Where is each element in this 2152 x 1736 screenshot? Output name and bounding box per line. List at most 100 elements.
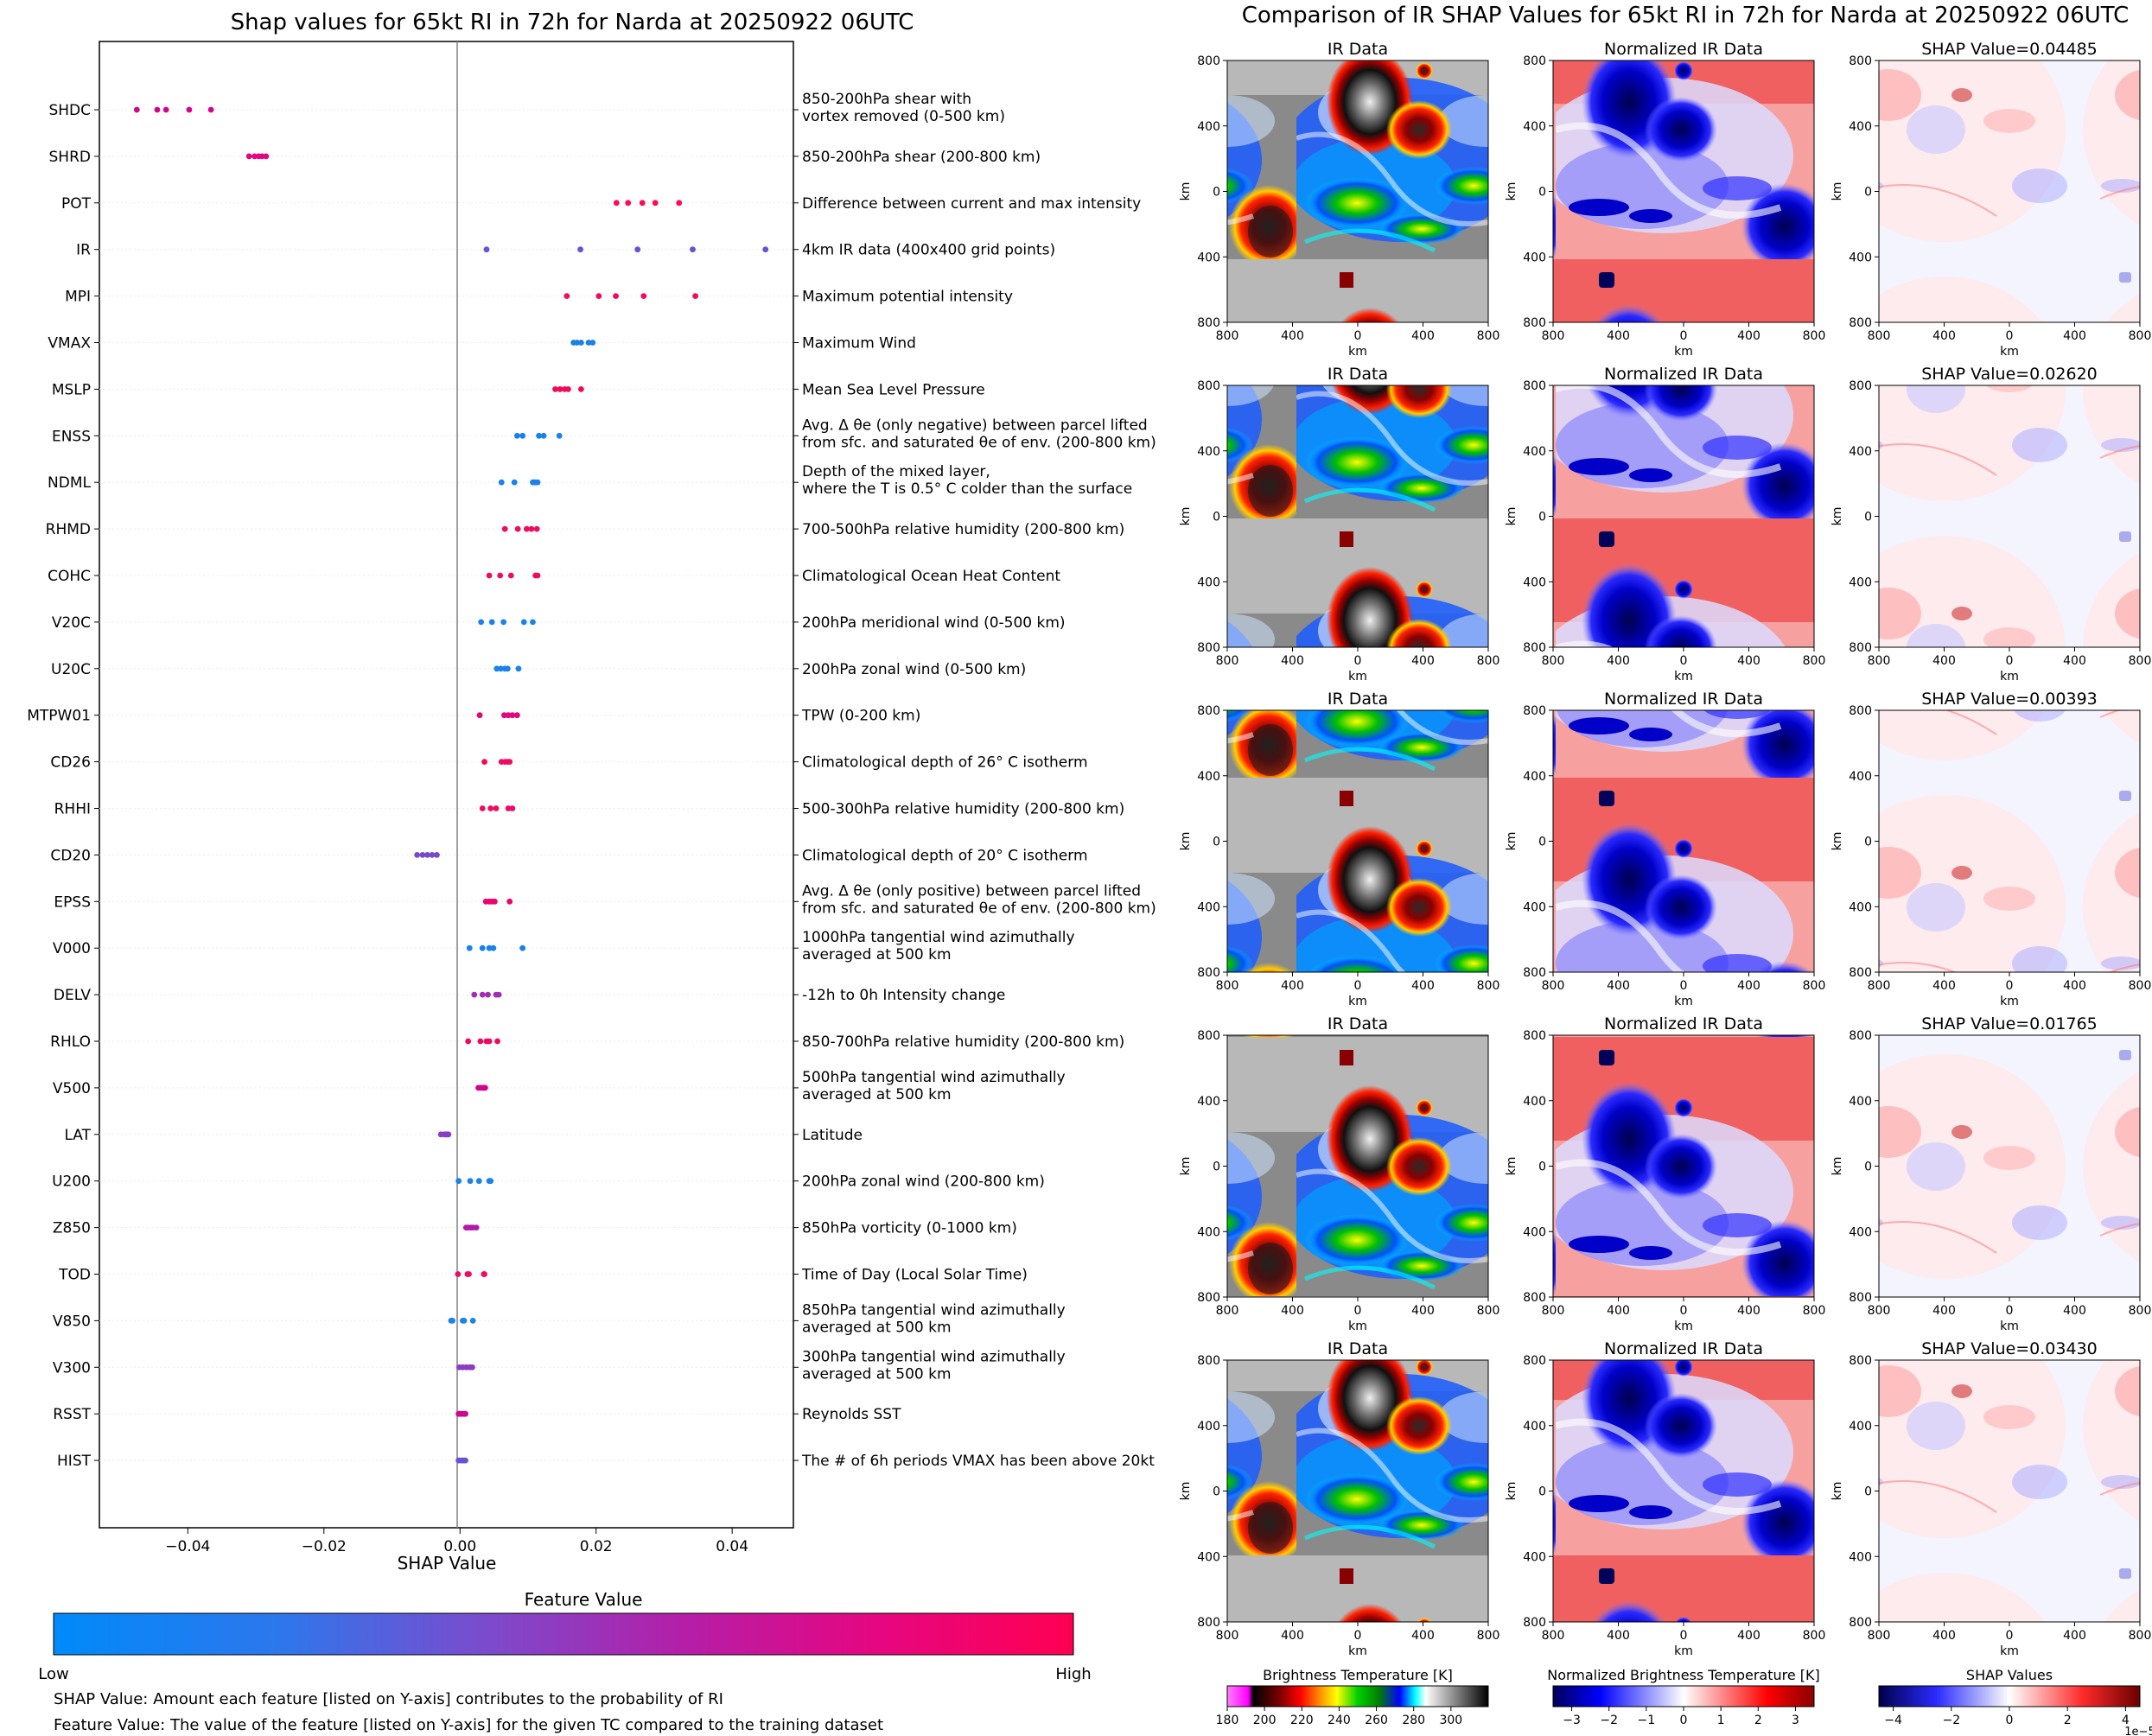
feature-value-colorbar (53, 1612, 1074, 1656)
panel-y-tick-label: 0 (1864, 186, 1872, 200)
panel-y-tick-label: 800 (1197, 316, 1220, 330)
panel-x-tick-label: 400 (1737, 1304, 1760, 1318)
panel-x-tick-label: 0 (2006, 1304, 2014, 1318)
shap-point (263, 153, 270, 160)
panel-title: IR Data (1327, 1339, 1388, 1358)
panel-title: Normalized IR Data (1604, 1014, 1763, 1033)
panel-title: SHAP Value=0.03430 (1921, 1339, 2098, 1358)
panel-y-tick-label: 400 (1849, 770, 1872, 784)
x-axis: −0.04 −0.02 0.00 0.02 0.04 (165, 1528, 748, 1555)
feature-description: averaged at 500 km (802, 946, 952, 963)
right-chart-title: Comparison of IR SHAP Values for 65kt RI… (1242, 3, 2130, 29)
shap-point (487, 1178, 494, 1185)
feature-description: Difference between current and max inten… (802, 195, 1141, 213)
panel-x-tick-label: 400 (1737, 329, 1760, 343)
colorbar-tick-label: 200 (1253, 1714, 1277, 1727)
panel-x-tick-label: 400 (1932, 979, 1956, 993)
panel-image (1879, 60, 2140, 322)
shap-point (434, 852, 440, 858)
panel-x-tick-label: 800 (1216, 654, 1239, 668)
panel-y-tick-label: 400 (1849, 1550, 1872, 1564)
panel-y-tick-label: 400 (1523, 1420, 1546, 1434)
panel-title: IR Data (1327, 365, 1388, 384)
right-colorbar: Normalized Brightness Temperature [K] −3 −… (1547, 1667, 1820, 1727)
feature-description: Maximum Wind (802, 335, 916, 353)
shap-point (479, 944, 486, 951)
colorbar-strip (1226, 1685, 1489, 1707)
feature-name: ENSS (52, 428, 91, 445)
panel-x-tick-label: 800 (1868, 654, 1891, 668)
panel-x-tick-label: 800 (1477, 654, 1500, 668)
panel-x-tick-label: 400 (1281, 979, 1304, 993)
panel-x-tick-label: 400 (1281, 329, 1304, 343)
panel-x-tick-label: 0 (2006, 1629, 2014, 1643)
panel-x-tick-label: 0 (1354, 1629, 1362, 1643)
colorbar-tick-label: 240 (1327, 1714, 1351, 1727)
feature-description: Depth of the mixed layer, (802, 463, 990, 480)
panel-y-tick-label: 800 (1849, 641, 1872, 655)
ir-panel: Normalized IR Data8008004004000040040080… (1505, 690, 1825, 1008)
shap-point (471, 991, 478, 998)
panel-x-label: km (2000, 1319, 2019, 1333)
feature-name: CD26 (50, 754, 91, 772)
panel-y-tick-label: 800 (1523, 704, 1546, 718)
panel-y-tick-label: 800 (1523, 1616, 1546, 1630)
panel-image (1227, 710, 1488, 972)
feature-name: Z850 (53, 1220, 91, 1237)
shap-point (419, 852, 426, 858)
panel-y-label: km (1179, 832, 1193, 851)
right-colorbar: Brightness Temperature [K] 180 200 220 240 26… (1216, 1667, 1489, 1727)
panel-y-label: km (1505, 1482, 1518, 1501)
shap-point (494, 1038, 500, 1045)
panel-y-tick-label: 0 (1213, 836, 1220, 849)
shap-point (486, 944, 493, 951)
shap-point (245, 153, 252, 160)
shap-point (506, 898, 513, 905)
panel-y-tick-label: 800 (1197, 1616, 1220, 1630)
feature-description: Climatological depth of 20° C isotherm (802, 847, 1088, 864)
panel-x-tick-label: 800 (1803, 1304, 1826, 1318)
feature-name: LAT (64, 1127, 91, 1144)
panel-x-label: km (1348, 670, 1367, 684)
shap-point (493, 665, 500, 672)
feature-name: V20C (52, 614, 91, 632)
shap-point (589, 340, 596, 346)
right-colorbar: SHAP Values −4 −2 0 2 41e−5 (1878, 1667, 2152, 1736)
panel-x-tick-label: 400 (1411, 654, 1435, 668)
panel-y-label: km (1505, 832, 1518, 851)
colorbar-title: Feature Value (525, 1589, 643, 1610)
shap-point (574, 340, 581, 346)
panel-x-tick-label: 400 (1932, 1304, 1956, 1318)
colorbar-tick-label: 1 (1717, 1714, 1725, 1727)
note-shap-value: SHAP Value: Amount each feature [listed … (54, 1690, 723, 1708)
panel-x-tick-label: 400 (2063, 329, 2086, 343)
shap-point (639, 200, 646, 207)
ir-panel: Normalized IR Data8008004004000040040080… (1505, 40, 1825, 359)
colorbar-tick-label: 0 (1680, 1714, 1688, 1727)
feature-description: Maximum potential intensity (802, 289, 1013, 306)
feature-name: CD20 (50, 847, 91, 864)
shap-point (251, 153, 258, 160)
shap-point (465, 1038, 472, 1045)
panel-x-label: km (1348, 995, 1367, 1008)
panel-y-tick-label: 400 (1197, 445, 1220, 459)
panel-x-tick-label: 400 (1607, 329, 1630, 343)
panel-x-tick-label: 800 (1803, 654, 1826, 668)
panel-y-tick-label: 400 (1849, 120, 1872, 134)
panel-x-tick-label: 800 (1216, 979, 1239, 993)
panel-x-tick-label: 400 (1411, 1304, 1435, 1318)
panel-x-tick-label: 400 (1281, 654, 1304, 668)
shap-point (556, 432, 563, 439)
panel-x-tick-label: 400 (1737, 654, 1760, 668)
feature-description: from sfc. and saturated θe of env. (200-… (802, 434, 1156, 451)
shap-point (429, 852, 436, 858)
panel-y-tick-label: 0 (1538, 1161, 1546, 1174)
colorbar-title: SHAP Values (1966, 1667, 2053, 1683)
shap-point (258, 153, 265, 160)
panel-title: IR Data (1327, 690, 1388, 709)
panel-x-tick-label: 400 (1737, 1629, 1760, 1643)
shap-point (498, 479, 505, 486)
panel-y-tick-label: 800 (1197, 704, 1220, 718)
panel-y-tick-label: 800 (1849, 379, 1872, 393)
shap-point (506, 759, 513, 765)
